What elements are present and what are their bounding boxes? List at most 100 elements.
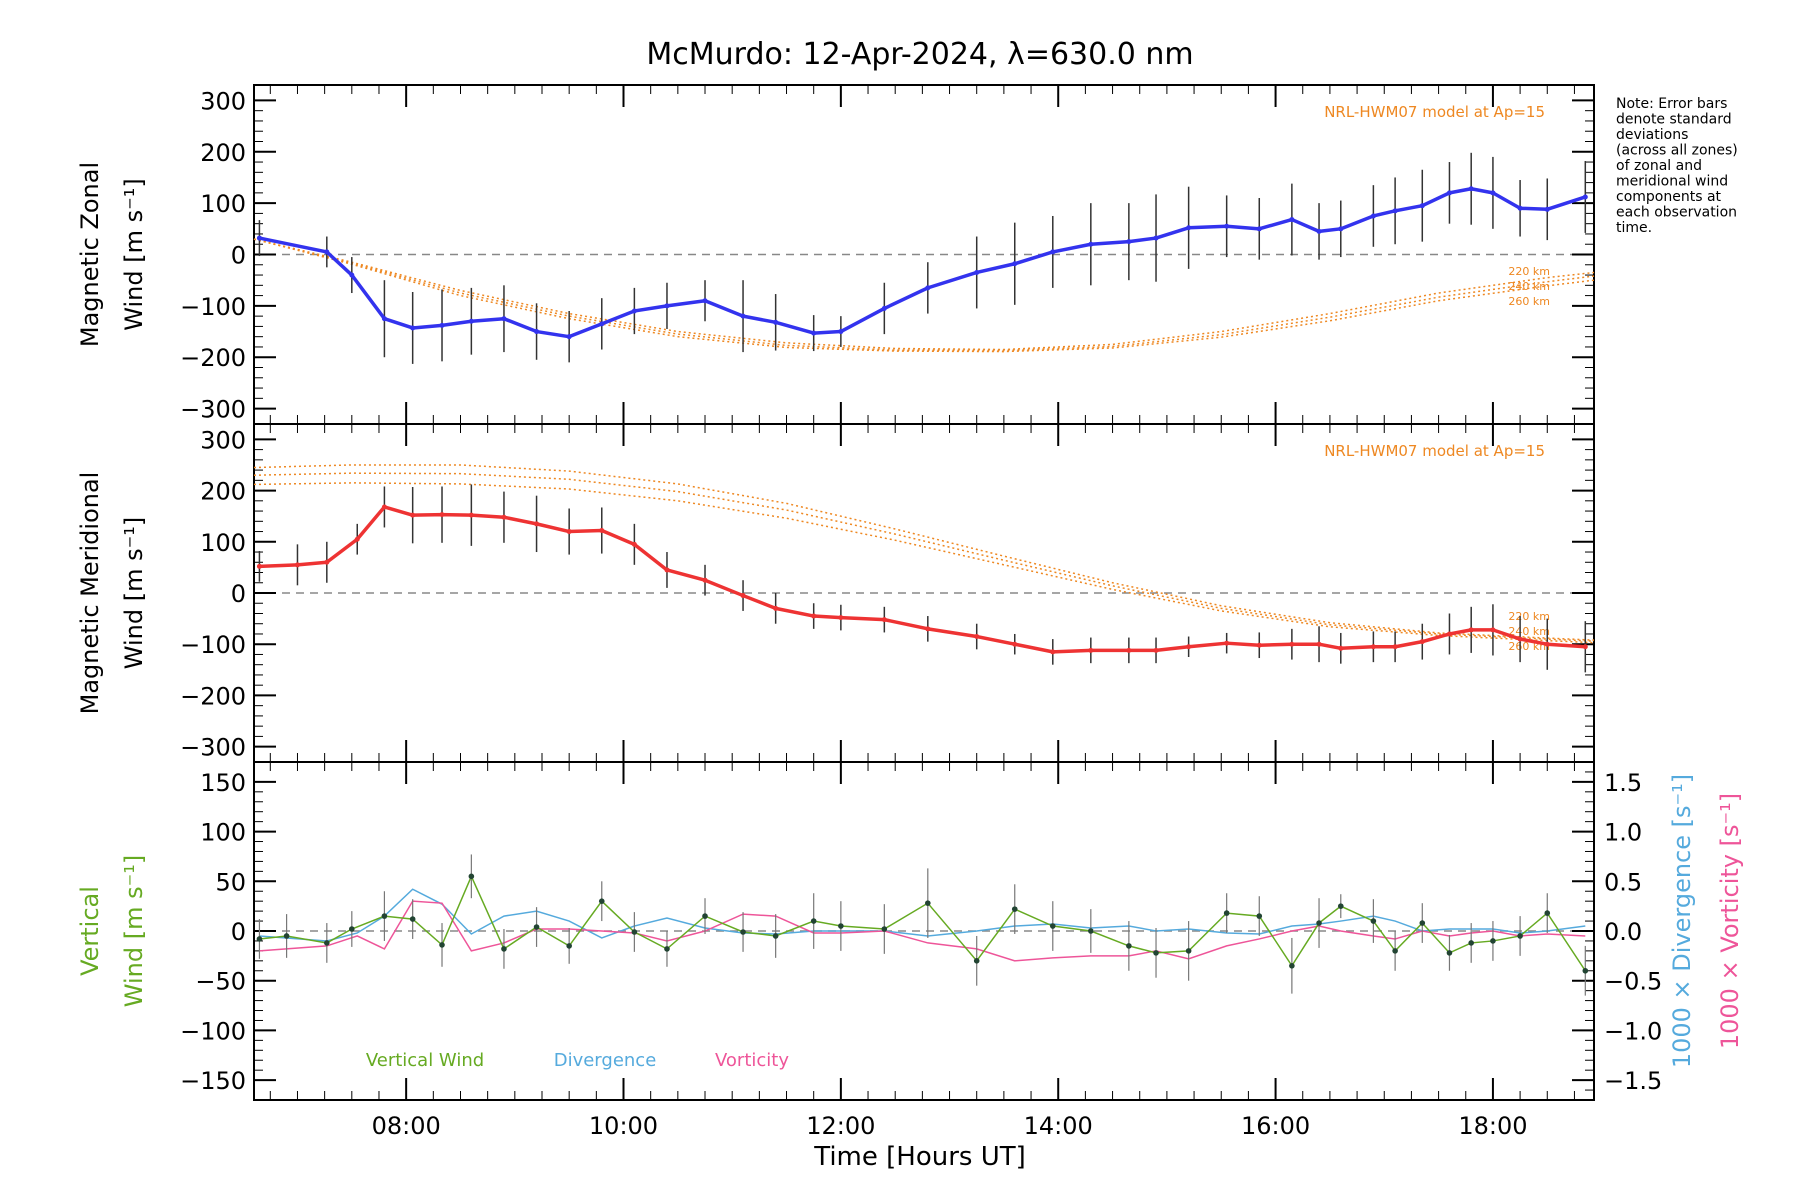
y-tick-label: 300 [200, 426, 246, 454]
meridional-wind-point [1419, 639, 1425, 645]
y2-tick-label: 1.5 [1604, 769, 1642, 797]
meridional-wind-point [702, 577, 708, 583]
zonal-wind-point [1088, 241, 1094, 247]
vertical-wind-point [324, 940, 330, 946]
y-axis-label: Vertical [76, 886, 104, 976]
zonal-wind-point [256, 235, 262, 241]
vertical-wind-point [533, 924, 540, 930]
vertical-wind-point [1011, 906, 1018, 912]
zonal-wind-point [1050, 249, 1056, 255]
meridional-wind-point [1338, 645, 1344, 651]
meridional-wind-point [773, 605, 779, 611]
model-altitude-label: 260 km [1508, 295, 1550, 308]
meridional-wind-point [1370, 644, 1376, 650]
figure-title: McMurdo: 12-Apr-2024, λ=630.0 nm [646, 37, 1193, 72]
panel-vertical: −150 −100 −50 0 50 100 150 Vertical Wind [m s⁻¹]… [76, 761, 1744, 1140]
x-tick-label: 12:00 [806, 1112, 875, 1140]
vertical-wind-point [349, 926, 355, 932]
zonal-wind-point [1446, 190, 1452, 196]
meridional-wind-point [1316, 641, 1322, 647]
meridional-wind-point [881, 617, 887, 623]
zonal-wind-point [1186, 225, 1192, 231]
note-line: time. [1616, 220, 1652, 236]
vertical-wind-point [1392, 948, 1398, 954]
y2-axis-label-vorticity: 1000 × Vorticity [s⁻¹] [1716, 793, 1744, 1049]
vertical-wind-point [1490, 938, 1496, 944]
vertical-wind-point [1289, 962, 1295, 969]
zonal-wind-point [599, 321, 605, 327]
zonal-wind-point [501, 316, 507, 322]
note-line: meridional wind [1616, 174, 1728, 190]
zonal-wind-point [1392, 208, 1398, 214]
note-line: denote standard [1616, 112, 1732, 128]
meridional-wind-point [1012, 641, 1018, 647]
vertical-wind-point [256, 936, 263, 942]
meridional-wind-point [740, 593, 746, 599]
y-tick-label: 300 [200, 87, 246, 115]
meridional-wind-point [1446, 631, 1452, 637]
vertical-wind-point [1316, 920, 1322, 926]
model-line [253, 238, 1595, 352]
y-axis-label: Magnetic Zonal [76, 162, 104, 347]
meridional-wind-point [1126, 647, 1132, 653]
vertical-wind-point [283, 933, 290, 939]
vertical-wind-point [810, 918, 817, 924]
meridional-wind-point [1392, 644, 1398, 650]
meridional-wind-line [259, 505, 1586, 654]
zonal-wind-point [811, 330, 817, 336]
y-axis-label: Wind [m s⁻¹] [120, 178, 148, 330]
y-tick-label: 100 [200, 819, 246, 847]
y-tick-label: 200 [200, 478, 246, 506]
meridional-wind-point [838, 615, 844, 621]
y-tick-label: −300 [180, 396, 246, 424]
x-tick-label: 14:00 [1024, 1112, 1093, 1140]
zonal-wind-point [773, 319, 779, 325]
vertical-wind-point [1126, 943, 1132, 949]
meridional-wind-point [1289, 641, 1295, 647]
divergence-line [259, 888, 1586, 942]
zonal-wind-point [410, 325, 416, 331]
vertical-wind-point [740, 929, 746, 935]
meridional-wind-point [439, 512, 445, 518]
x-tick-label: 08:00 [372, 1112, 441, 1140]
y-tick-label: −50 [195, 968, 246, 996]
vertical-wind-point [1419, 920, 1426, 926]
meridional-wind-point [664, 567, 670, 573]
model-label: NRL-HWM07 model at Ap=15 [1324, 442, 1545, 460]
vertical-wind-point [1185, 948, 1192, 954]
vorticity-line [259, 900, 1586, 962]
zonal-wind-point [974, 269, 980, 275]
y-tick-label: 0 [231, 918, 246, 946]
vertical-wind-point [501, 946, 507, 952]
meridional-wind-point [324, 559, 330, 565]
y2-tick-label: 0.0 [1604, 918, 1642, 946]
y-axis-label: Wind [m s⁻¹] [120, 517, 148, 669]
model-label: NRL-HWM07 model at Ap=15 [1324, 103, 1545, 121]
zonal-wind-point [1419, 203, 1425, 209]
legend-entry: Vertical Wind [366, 1050, 484, 1071]
meridional-wind-point [468, 512, 474, 518]
note-line: Note: Error bars [1616, 96, 1727, 112]
zonal-wind-point [1370, 213, 1376, 219]
meridional-wind-point [566, 529, 572, 535]
meridional-wind-point [1490, 627, 1496, 633]
meridional-wind-point [256, 563, 262, 569]
zonal-wind-point [1012, 261, 1018, 267]
y2-tick-label: 1.0 [1604, 819, 1642, 847]
vertical-wind-point [973, 958, 980, 964]
note-line: each observation [1616, 205, 1737, 221]
model-line [253, 472, 1595, 642]
zonal-wind-point [1316, 228, 1322, 234]
vertical-wind-point [1153, 950, 1159, 956]
note-line: deviations [1616, 127, 1688, 143]
meridional-wind-point [294, 562, 300, 568]
note-line: (across all zones) [1616, 143, 1738, 159]
meridional-wind-point [811, 613, 817, 619]
vertical-wind-point [1223, 910, 1230, 916]
meridional-wind-point [631, 541, 637, 547]
vertical-wind-point [439, 942, 445, 948]
y2-tick-label: 0.5 [1604, 868, 1642, 896]
meridional-wind-point [354, 536, 360, 542]
zonal-wind-point [534, 329, 540, 335]
y-tick-label: −100 [180, 1017, 246, 1045]
